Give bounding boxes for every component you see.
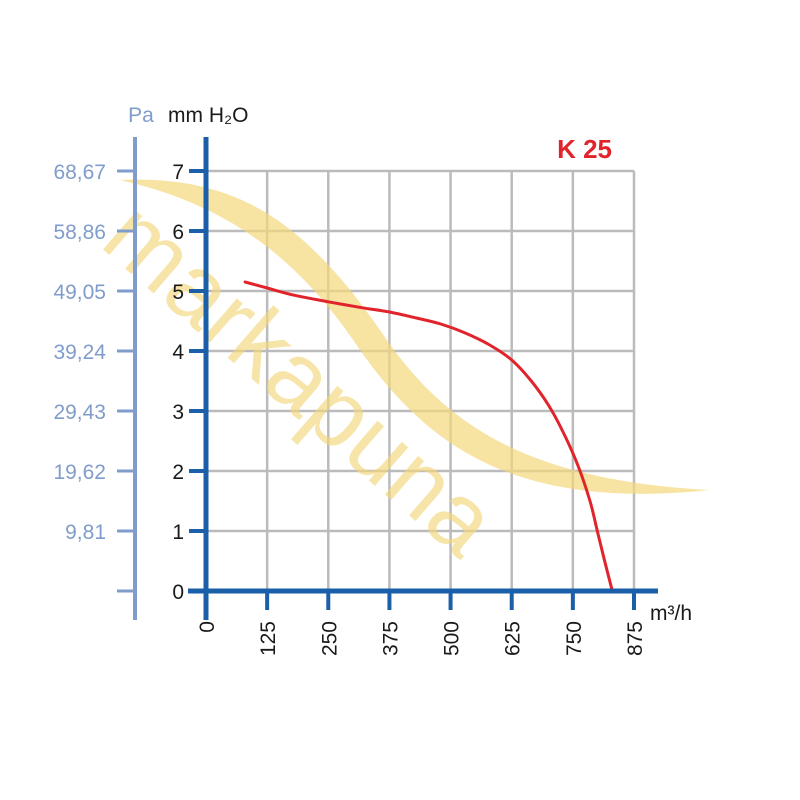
y-tick-label: 2 — [172, 461, 184, 484]
y-tick-label: 6 — [172, 221, 184, 244]
y-tick-label: 5 — [172, 281, 184, 304]
chart-title: K 25 — [557, 134, 612, 164]
x-tick-label: 125 — [257, 621, 280, 656]
x-tick-label: 500 — [441, 621, 464, 656]
y-tick-label: 3 — [172, 401, 184, 424]
x-tick-label: 0 — [196, 621, 219, 633]
x-tick-label: 750 — [563, 621, 586, 656]
pa-tick-label: 68,67 — [53, 161, 106, 184]
pa-axis-title: Pa — [128, 104, 154, 127]
pa-tick-label: 9,81 — [65, 521, 106, 544]
pa-tick-label: 29,43 — [53, 401, 106, 424]
x-tick-label: 250 — [318, 621, 341, 656]
y-axis-title: mm H₂O — [168, 104, 248, 127]
y-tick-label: 7 — [172, 161, 184, 184]
y-tick-label: 0 — [172, 581, 184, 604]
performance-curve — [243, 280, 614, 592]
x-tick-label: 625 — [502, 621, 525, 656]
x-tick-label: 375 — [379, 621, 402, 656]
x-axis-title: m³/h — [650, 602, 692, 625]
pa-tick-label: 39,24 — [53, 341, 106, 364]
y-tick-label: 1 — [172, 521, 184, 544]
pa-tick-label: 19,62 — [53, 461, 106, 484]
pa-tick-label: 49,05 — [53, 281, 106, 304]
x-tick-label: 875 — [624, 621, 647, 656]
axes — [117, 137, 658, 620]
y-tick-label: 4 — [172, 341, 184, 364]
labels: 0 1 2 3 4 5 6 7 0 125 250 375 500 625 750 875 9,81 19,62 2… — [53, 104, 692, 656]
pa-tick-label: 58,86 — [53, 221, 106, 244]
performance-curve-layer — [243, 280, 614, 592]
